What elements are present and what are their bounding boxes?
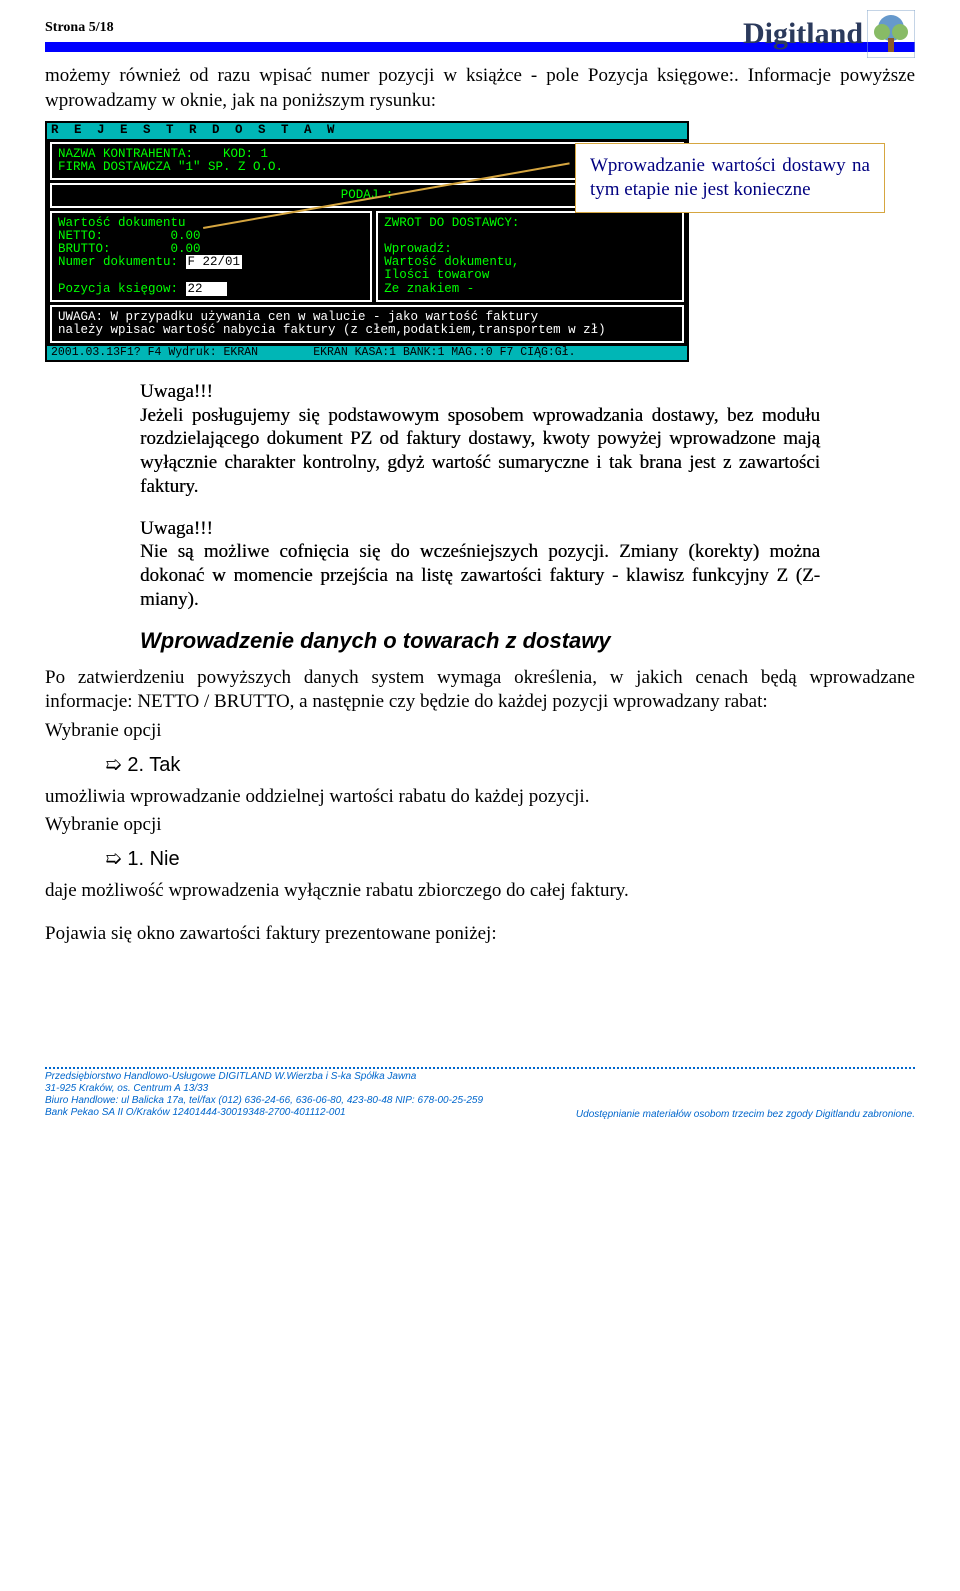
dos-left-l5a: Pozycja księgow: xyxy=(58,282,178,296)
note-2: Uwaga!!! Nie są możliwe cofnięcia się do… xyxy=(140,517,820,612)
para-6: Pojawia się okno zawartości faktury prez… xyxy=(45,922,915,947)
callout-box: Wprowadzanie wartości dostawy na tym eta… xyxy=(575,143,885,213)
option-2: 2. Tak xyxy=(105,752,915,777)
dos-left-l5: Pozycja księgow: 22 xyxy=(58,283,364,296)
dos-left-l4: Numer dokumentu: F 22/01 xyxy=(58,256,364,269)
footer-l3: Biuro Handlowe: ul Balicka 17a, tel/fax … xyxy=(45,1095,915,1107)
document-page: Digitland Strona 5/18 możemy również od … xyxy=(0,0,960,1140)
dos-right-l4: Ze znakiem - xyxy=(384,283,676,296)
dos-right-l3: Ilości towarow xyxy=(384,269,676,282)
dos-title: R E J E S T R D O S T A W xyxy=(47,123,687,138)
logo-tree-icon xyxy=(867,10,915,58)
screenshot-container: R E J E S T R D O S T A W NAZWA KONTRAHE… xyxy=(45,121,915,362)
footer-l2: 31-925 Kraków, os. Centrum A 13/33 xyxy=(45,1083,915,1095)
footer-l1: Przedsiębiorstwo Handlowo-Usługowe DIGIT… xyxy=(45,1071,915,1083)
dos-right-title: ZWROT DO DOSTAWCY: xyxy=(384,217,676,230)
logo-text: Digitland xyxy=(743,17,863,51)
dos-left-l5b: 22 xyxy=(186,282,228,296)
dos-status-bar: 2001.03.13F1? F4 Wydruk: EKRAN EKRAN KAS… xyxy=(47,346,687,360)
dos-warn-l1: UWAGA: W przypadku używania cen w waluci… xyxy=(58,311,676,324)
note-1: Uwaga!!! Jeżeli posługujemy się podstawo… xyxy=(140,380,820,499)
note-2-body: Nie są możliwe cofnięcia się do wcześnie… xyxy=(140,541,820,610)
intro-paragraph: możemy również od razu wpisać numer pozy… xyxy=(45,64,915,113)
section-heading: Wprowadzenie danych o towarach z dostawy xyxy=(140,628,820,654)
brand-logo: Digitland xyxy=(743,10,915,58)
note-2-title: Uwaga!!! xyxy=(140,518,213,539)
para-1: Po zatwierdzeniu powyższych danych syste… xyxy=(45,666,915,715)
para-3: umożliwia wprowadzanie oddzielnej wartoś… xyxy=(45,785,915,810)
dos-warn-l2: należy wpisac wartość nabycia faktury (z… xyxy=(58,324,676,337)
note-1-title: Uwaga!!! xyxy=(140,381,213,402)
para-5: daje możliwość wprowadzenia wyłącznie ra… xyxy=(45,879,915,904)
note-1-body: Jeżeli posługujemy się podstawowym sposo… xyxy=(140,405,820,497)
para-4: Wybranie opcji xyxy=(45,813,915,838)
dos-warning: UWAGA: W przypadku używania cen w waluci… xyxy=(50,305,684,343)
dos-columns: Wartość dokumentu NETTO: 0.00 BRUTTO: 0.… xyxy=(50,211,684,302)
page-footer: Przedsiębiorstwo Handlowo-Usługowe DIGIT… xyxy=(45,1067,915,1120)
dos-right-panel: ZWROT DO DOSTAWCY: Wprowadź: Wartość dok… xyxy=(376,211,684,302)
dos-left-l4b: F 22/01 xyxy=(186,255,243,269)
dos-left-l4a: Numer dokumentu: xyxy=(58,255,178,269)
option-1: 1. Nie xyxy=(105,846,915,871)
para-2: Wybranie opcji xyxy=(45,719,915,744)
